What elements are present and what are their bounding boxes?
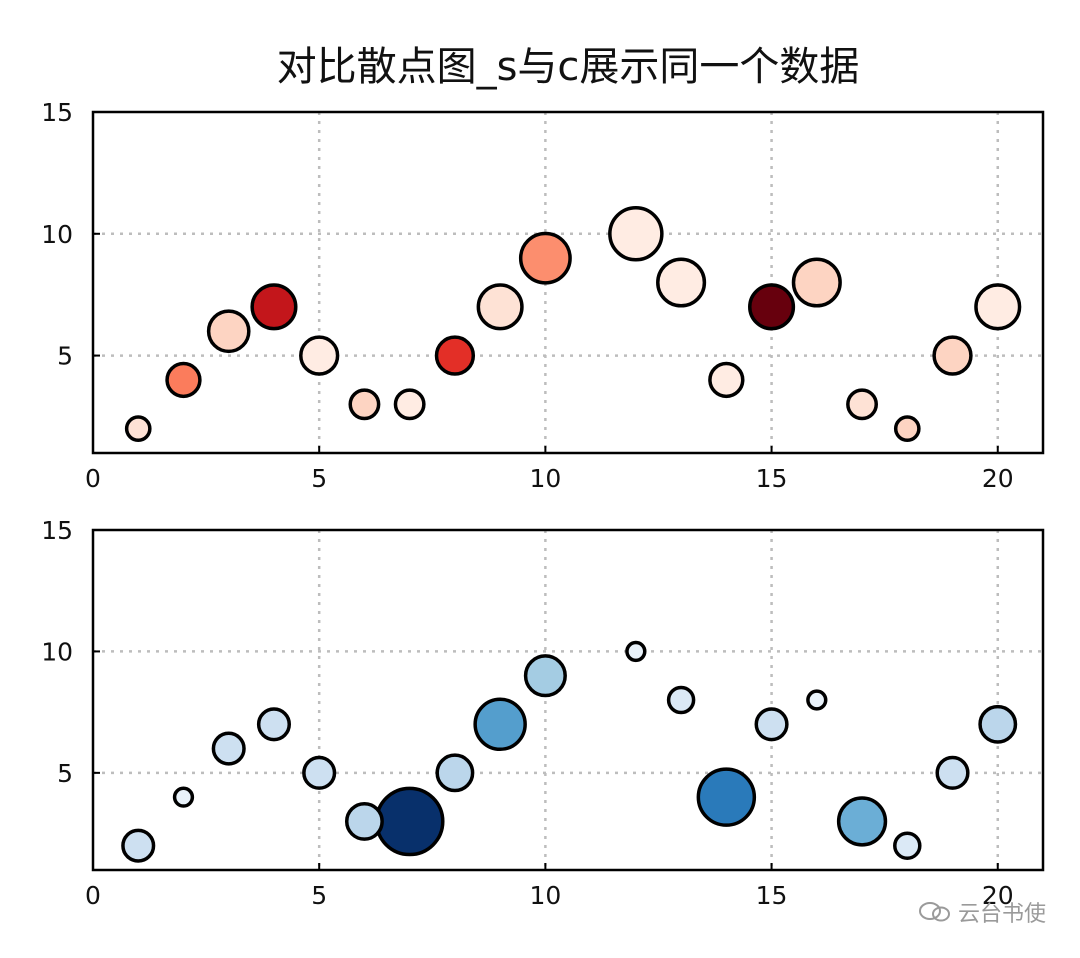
scatter-point [302, 755, 337, 790]
scatter-point [256, 707, 292, 742]
scatter-point [172, 786, 195, 808]
scatter-point [165, 361, 202, 399]
scatter-point [846, 388, 878, 421]
scatter-point [374, 786, 445, 857]
y-tick-label: 10 [41, 637, 73, 666]
scatter-point [206, 309, 251, 354]
wechat-icon [918, 901, 952, 923]
x-tick-label: 10 [529, 464, 561, 493]
scatter-point [435, 753, 475, 793]
watermark: 云台书使 [918, 896, 1046, 928]
x-tick-label: 10 [529, 881, 561, 910]
scatter-point [473, 697, 527, 752]
scatter-point [791, 257, 842, 308]
scatter-point [608, 206, 664, 262]
y-tick-label: 15 [41, 516, 73, 545]
x-tick-label: 0 [85, 881, 101, 910]
top-scatter-panel: 0 5 10 15 20 5 10 15 [41, 98, 1045, 493]
x-tick-label: 5 [311, 881, 327, 910]
x-tick-label: 20 [982, 464, 1014, 493]
x-tick-label: 5 [311, 464, 327, 493]
watermark-text: 云台书使 [957, 902, 1046, 927]
scatter-point [978, 704, 1018, 744]
scatter-point [932, 335, 973, 376]
scatter-point [476, 283, 524, 331]
x-tick-label: 15 [756, 881, 788, 910]
x-tick-label: 15 [756, 464, 788, 493]
scatter-point [121, 828, 156, 863]
scatter-point [656, 257, 707, 308]
y-tick-label: 5 [57, 759, 73, 788]
axes-frame [91, 528, 1045, 872]
chart-title: 对比散点图_s与c展示同一个数据 [277, 44, 860, 90]
y-tick-label: 10 [41, 220, 73, 249]
y-tick-label: 15 [41, 98, 73, 127]
bottom-scatter-panel: 0 5 10 15 20 5 10 15 [41, 516, 1045, 910]
scatter-point [393, 388, 426, 421]
scatter-point [893, 831, 922, 860]
scatter-point [754, 707, 789, 742]
scatter-point [434, 335, 476, 376]
axes-frame [91, 110, 1045, 455]
scatter-point [299, 335, 340, 376]
scatter-point [344, 801, 384, 841]
scatter-point [518, 231, 572, 285]
scatter-point [523, 654, 567, 698]
scatter-point [625, 640, 647, 663]
scatter-point [666, 685, 696, 715]
scatter-point [124, 415, 152, 442]
scatter-point [348, 388, 381, 421]
scatter-point [250, 283, 298, 331]
scatter-point [211, 731, 246, 766]
x-tick-label: 0 [85, 464, 101, 493]
scatter-point [893, 415, 921, 442]
y-tick-label: 5 [57, 342, 73, 371]
x-tick-label: 20 [982, 881, 1014, 910]
scatter-point [974, 283, 1022, 331]
scatter-point [836, 796, 888, 847]
scatter-point [806, 689, 828, 711]
scatter-point [748, 283, 796, 331]
scatter-point [696, 767, 757, 827]
scatter-point [935, 755, 970, 790]
scatter-point [708, 361, 745, 399]
